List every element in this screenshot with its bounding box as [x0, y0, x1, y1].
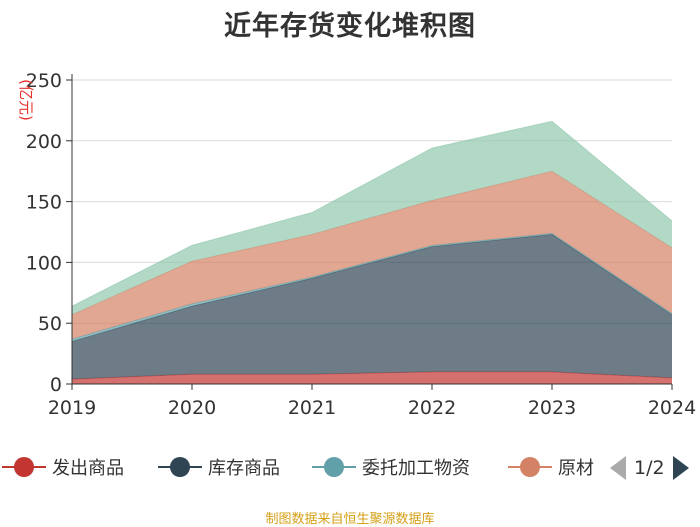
legend-label: 库存商品 — [208, 458, 280, 479]
legend-label: 原材 — [558, 458, 594, 479]
x-tick-label: 2024 — [648, 397, 696, 419]
x-tick-label: 2019 — [48, 397, 96, 419]
y-tick-label: 100 — [26, 252, 62, 274]
data-source-note: 制图数据来自恒生聚源数据库 — [265, 512, 435, 527]
y-tick-label: 0 — [50, 374, 62, 396]
legend-marker-icon — [2, 457, 46, 477]
pager-prev-arrow-icon[interactable] — [608, 453, 628, 483]
axes: 0 50 100 150 200 250 2019 2020 2021 2022 2023 2024 — [26, 70, 696, 419]
area-series-原材料[interactable] — [72, 171, 672, 340]
y-tick-label: 150 — [26, 192, 62, 214]
legend-marker-icon — [508, 457, 552, 477]
pager-page-indicator: 1/2 — [634, 457, 665, 479]
x-tick-label: 2020 — [168, 397, 216, 419]
series-line-在产品 — [71, 120, 673, 307]
legend-label: 发出商品 — [52, 458, 124, 479]
x-tick-label: 2022 — [408, 397, 456, 419]
area-series-发出商品[interactable] — [72, 371, 672, 384]
legend-item-inventory-goods[interactable]: 库存商品 — [158, 450, 280, 484]
legend-marker-icon — [158, 457, 202, 477]
legend-item-shipped-goods[interactable]: 发出商品 — [2, 450, 124, 484]
legend-marker-icon — [312, 457, 356, 477]
legend: 发出商品 库存商品 委托加工物资 原材 — [0, 450, 598, 484]
legend-pager: 1/2 — [608, 452, 700, 484]
y-tick-label: 250 — [26, 70, 62, 92]
x-tick-label: 2021 — [288, 397, 336, 419]
pager-next-arrow-icon[interactable] — [671, 453, 691, 483]
y-tick-label: 50 — [38, 313, 62, 335]
x-tick-label: 2023 — [528, 397, 576, 419]
legend-label: 委托加工物资 — [362, 458, 470, 479]
area-series-group — [71, 120, 673, 384]
y-tick-label: 200 — [26, 131, 62, 153]
y-axis-unit-label: (亿元) — [17, 79, 35, 121]
legend-item-consigned-processing[interactable]: 委托加工物资 — [312, 450, 470, 484]
chart-title: 近年存货变化堆积图 — [224, 11, 476, 42]
legend-item-raw-materials[interactable]: 原材 — [508, 450, 594, 484]
area-series-在产品[interactable] — [72, 121, 672, 315]
area-series-库存商品[interactable] — [72, 234, 672, 380]
